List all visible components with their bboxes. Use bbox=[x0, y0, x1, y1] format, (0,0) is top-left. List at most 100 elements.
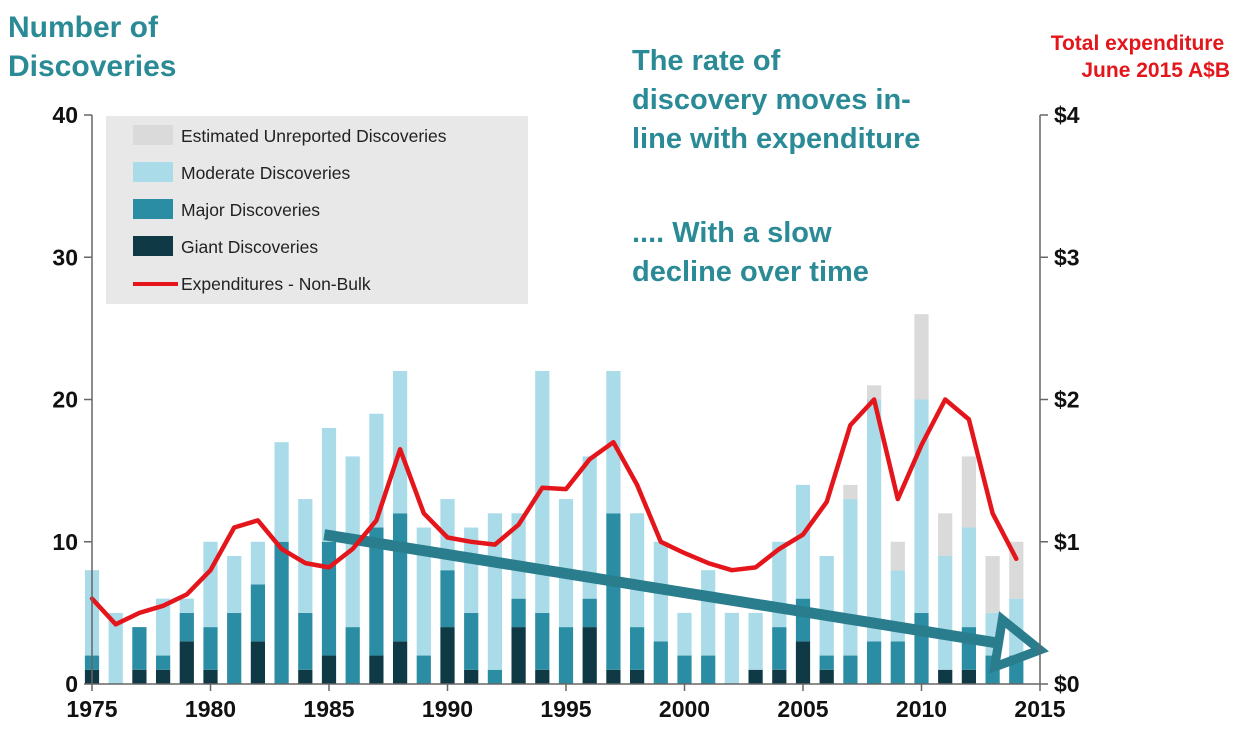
left-axis-title: Number of Discoveries bbox=[8, 11, 176, 83]
legend-entry-expenditures: Expenditures - Non-Bulk bbox=[133, 274, 371, 294]
right-tick-label-2: $2 bbox=[1054, 387, 1080, 413]
annotation-1-line-2: discovery moves in- bbox=[632, 84, 911, 116]
bar-moderate-1984 bbox=[298, 499, 313, 613]
bar-giant-1996 bbox=[582, 627, 597, 684]
bar-major-1983 bbox=[274, 541, 289, 684]
bar-unreported-2011 bbox=[938, 513, 953, 556]
bar-major-1997 bbox=[606, 513, 621, 670]
legend-label-unreported: Estimated Unreported Discoveries bbox=[181, 126, 447, 146]
bar-major-1980 bbox=[203, 627, 218, 670]
bar-moderate-2006 bbox=[819, 555, 834, 656]
right-tick-label-3: $3 bbox=[1054, 244, 1080, 270]
legend-entry-giant: Giant Discoveries bbox=[133, 236, 318, 257]
bar-major-1996 bbox=[582, 598, 597, 628]
bar-unreported-2008 bbox=[866, 385, 882, 400]
bar-major-1995 bbox=[558, 627, 574, 684]
x-tick-label-1980: 1980 bbox=[185, 696, 236, 722]
right-tick-label-0: $0 bbox=[1054, 671, 1080, 697]
left-tick-label-0: 0 bbox=[65, 671, 78, 697]
bar-moderate-1991 bbox=[464, 527, 479, 613]
bar-moderate-1994 bbox=[535, 371, 550, 613]
bar-major-1990 bbox=[440, 570, 455, 628]
bar-giant-1991 bbox=[464, 669, 479, 684]
bar-moderate-1982 bbox=[250, 541, 266, 585]
bar-giant-1997 bbox=[606, 669, 621, 684]
bar-unreported-2013 bbox=[985, 555, 1000, 613]
bar-major-1984 bbox=[298, 612, 313, 670]
bar-moderate-2008 bbox=[866, 399, 882, 642]
expenditure-line bbox=[89, 397, 1019, 627]
bar-giant-1984 bbox=[298, 669, 313, 684]
bar-major-1979 bbox=[179, 612, 194, 642]
bar-major-1978 bbox=[155, 655, 171, 670]
legend-swatch-major bbox=[133, 199, 173, 219]
bar-major-1993 bbox=[511, 598, 526, 628]
trend-arrow-layer bbox=[323, 529, 1049, 674]
bar-moderate-1979 bbox=[179, 598, 194, 613]
expenditure-line-layer bbox=[89, 397, 1019, 627]
bar-major-1985 bbox=[321, 541, 337, 656]
bar-moderate-1978 bbox=[155, 598, 171, 656]
left-tick-label-20: 20 bbox=[52, 387, 78, 413]
bar-giant-1987 bbox=[369, 655, 384, 684]
bar-major-1992 bbox=[487, 669, 503, 684]
bar-moderate-2005 bbox=[795, 484, 811, 599]
bar-moderate-2007 bbox=[843, 499, 858, 656]
bar-major-2001 bbox=[701, 655, 716, 684]
bar-major-1987 bbox=[369, 527, 384, 656]
bar-unreported-2010 bbox=[914, 314, 929, 400]
annotation-slow-decline: .... With a slow decline over time bbox=[632, 217, 869, 288]
bar-moderate-1995 bbox=[558, 499, 574, 628]
bar-major-1998 bbox=[629, 627, 645, 670]
bar-moderate-1992 bbox=[487, 513, 503, 670]
right-tick-label-4: $4 bbox=[1054, 102, 1080, 128]
right-tick-label-1: $1 bbox=[1054, 529, 1080, 555]
left-tick-label-40: 40 bbox=[52, 102, 78, 128]
bar-major-1982 bbox=[250, 584, 266, 642]
bar-major-1977 bbox=[132, 627, 147, 670]
bar-moderate-2000 bbox=[677, 612, 692, 656]
bar-major-1988 bbox=[392, 513, 408, 642]
legend-swatch-moderate bbox=[133, 162, 173, 182]
bar-moderate-2012 bbox=[961, 527, 977, 628]
bar-giant-1988 bbox=[392, 641, 408, 684]
legend-background bbox=[106, 116, 528, 304]
bar-giant-1980 bbox=[203, 669, 218, 684]
bar-major-2010 bbox=[914, 612, 929, 685]
bar-unreported-2009 bbox=[890, 541, 905, 571]
annotation-2-line-1: .... With a slow bbox=[632, 217, 832, 249]
left-tick-label-30: 30 bbox=[52, 244, 78, 270]
bar-giant-2006 bbox=[819, 669, 834, 684]
trend-arrow-shaft bbox=[323, 529, 1000, 649]
bar-major-2005 bbox=[795, 598, 811, 642]
annotation-1-line-1: The rate of bbox=[632, 45, 781, 77]
bar-major-1994 bbox=[535, 612, 550, 670]
axes-layer: 0 10 20 30 40 $0 $1 $2 $3 $4 1975 1980 1985 1990 1995 2… bbox=[52, 102, 1079, 722]
bar-major-2000 bbox=[677, 655, 692, 684]
bar-major-2004 bbox=[772, 627, 787, 670]
x-tick-label-2005: 2005 bbox=[777, 696, 828, 722]
x-tick-label-1985: 1985 bbox=[303, 696, 354, 722]
bar-major-2007 bbox=[843, 655, 858, 684]
bar-major-2008 bbox=[866, 641, 882, 684]
x-tick-label-2010: 2010 bbox=[896, 696, 947, 722]
bar-moderate-2002 bbox=[724, 612, 740, 685]
right-axis-title-line-2: June 2015 A$B bbox=[1081, 59, 1230, 82]
x-tick-label-1975: 1975 bbox=[66, 696, 117, 722]
bar-giant-2003 bbox=[748, 669, 763, 684]
bar-unreported-2012 bbox=[961, 456, 977, 528]
annotation-2-line-2: decline over time bbox=[632, 256, 869, 288]
bar-giant-2012 bbox=[961, 669, 977, 684]
bar-moderate-1983 bbox=[274, 442, 289, 542]
bar-major-1991 bbox=[464, 612, 479, 670]
bar-giant-1982 bbox=[250, 641, 266, 684]
bar-giant-1985 bbox=[321, 655, 337, 684]
bar-giant-2004 bbox=[772, 669, 787, 684]
bar-major-1999 bbox=[653, 641, 668, 684]
bar-moderate-1998 bbox=[629, 513, 645, 628]
bar-giant-1977 bbox=[132, 669, 147, 684]
bar-major-1981 bbox=[227, 612, 242, 685]
bar-major-2009 bbox=[890, 641, 905, 684]
x-tick-label-2000: 2000 bbox=[659, 696, 710, 722]
